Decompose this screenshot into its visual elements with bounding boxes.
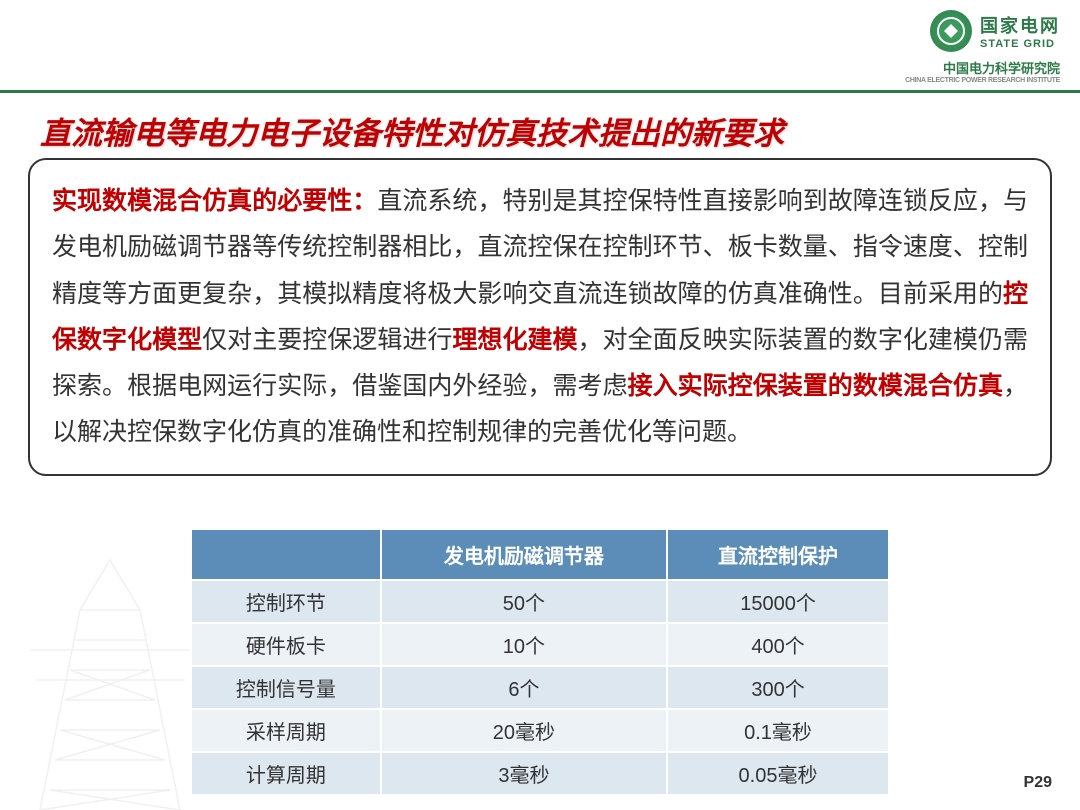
- table-cell: 6个: [381, 666, 667, 709]
- main-paragraph-box: 实现数模混合仿真的必要性：直流系统，特别是其控保特性直接影响到故障连锁反应，与发…: [28, 158, 1052, 476]
- state-grid-logo-icon: [930, 10, 972, 52]
- paragraph-highlight-3: 接入实际控保装置的数模混合仿真: [628, 372, 1003, 400]
- table-cell: 3毫秒: [381, 752, 667, 795]
- table-cell: 10个: [381, 623, 667, 666]
- table-header-col2: 直流控制保护: [667, 529, 889, 580]
- table-cell-label: 硬件板卡: [191, 623, 381, 666]
- table-cell-label: 计算周期: [191, 752, 381, 795]
- paragraph-highlight-2: 理想化建模: [452, 326, 577, 354]
- table-cell: 15000个: [667, 580, 889, 623]
- table-header-row: 发电机励磁调节器 直流控制保护: [191, 529, 889, 580]
- company-name-cn: 国家电网: [980, 12, 1060, 38]
- comparison-table: 发电机励磁调节器 直流控制保护 控制环节 50个 15000个 硬件板卡 10个…: [190, 528, 890, 796]
- table-row: 采样周期 20毫秒 0.1毫秒: [191, 709, 889, 752]
- table-cell: 50个: [381, 580, 667, 623]
- company-name-en: STATE GRID: [980, 38, 1060, 50]
- table-cell: 0.05毫秒: [667, 752, 889, 795]
- institute-block: 中国电力科学研究院 CHINA ELECTRIC POWER RESEARCH …: [905, 58, 1060, 84]
- table-cell-label: 控制环节: [191, 580, 381, 623]
- header-divider: [0, 90, 1080, 93]
- header-logo-block: 国家电网 STATE GRID: [930, 10, 1060, 52]
- table-cell: 400个: [667, 623, 889, 666]
- tower-decoration: [0, 550, 220, 810]
- table-cell-label: 控制信号量: [191, 666, 381, 709]
- paragraph-seg2: 仅对主要控保逻辑进行: [202, 326, 452, 354]
- institute-name-en: CHINA ELECTRIC POWER RESEARCH INSTITUTE: [905, 77, 1060, 84]
- table-row: 硬件板卡 10个 400个: [191, 623, 889, 666]
- page-number: P29: [1024, 774, 1052, 792]
- table-row: 控制环节 50个 15000个: [191, 580, 889, 623]
- paragraph-lead: 实现数模混合仿真的必要性：: [52, 187, 377, 215]
- table-cell: 20毫秒: [381, 709, 667, 752]
- comparison-table-wrap: 发电机励磁调节器 直流控制保护 控制环节 50个 15000个 硬件板卡 10个…: [190, 528, 890, 796]
- institute-name-cn: 中国电力科学研究院: [905, 58, 1060, 77]
- table-header-col1: 发电机励磁调节器: [381, 529, 667, 580]
- slide-title: 直流输电等电力电子设备特性对仿真技术提出的新要求: [40, 108, 784, 153]
- table-cell: 300个: [667, 666, 889, 709]
- table-header-blank: [191, 529, 381, 580]
- table-cell-label: 采样周期: [191, 709, 381, 752]
- table-row: 控制信号量 6个 300个: [191, 666, 889, 709]
- table-row: 计算周期 3毫秒 0.05毫秒: [191, 752, 889, 795]
- table-cell: 0.1毫秒: [667, 709, 889, 752]
